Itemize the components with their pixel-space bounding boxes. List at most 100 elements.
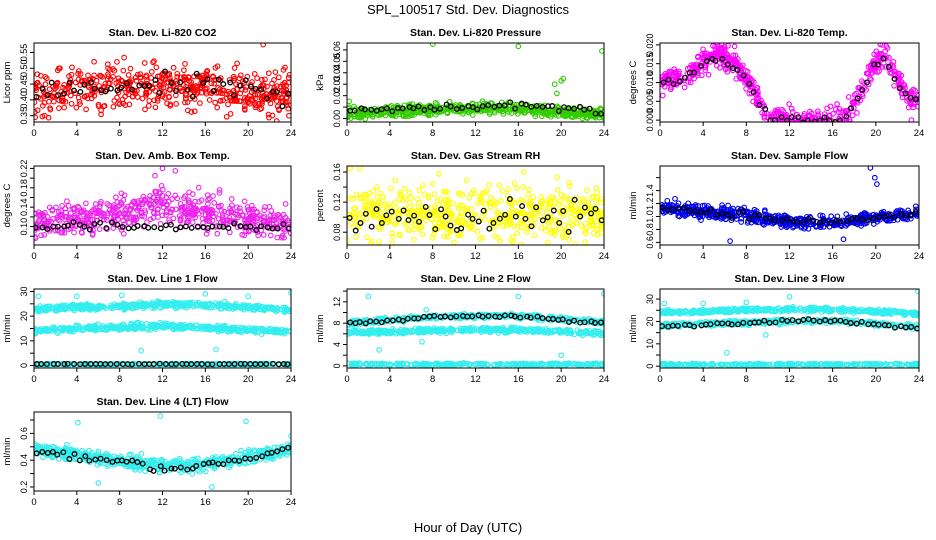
mean-point <box>357 220 364 226</box>
data-point <box>832 106 839 112</box>
data-point <box>185 197 192 203</box>
data-point <box>406 227 413 233</box>
data-point <box>695 54 701 61</box>
data-point <box>119 78 126 85</box>
mean-point <box>91 85 98 92</box>
data-point <box>60 326 67 332</box>
data-point <box>58 326 64 332</box>
data-point <box>96 226 103 232</box>
data-point <box>789 109 796 115</box>
data-point <box>273 118 280 122</box>
data-point <box>95 302 102 309</box>
data-point <box>401 185 408 192</box>
data-point <box>578 223 585 229</box>
mean-point <box>465 211 472 218</box>
mean-point <box>220 223 227 230</box>
data-point <box>55 306 62 312</box>
data-point <box>599 48 604 54</box>
mean-point <box>253 227 260 233</box>
figure-xlabel: Hour of Day (UTC) <box>414 520 522 535</box>
data-point <box>223 113 230 120</box>
mean-point <box>34 224 39 231</box>
data-point <box>817 212 823 219</box>
y-tick-label: 0.005 <box>645 90 655 113</box>
data-point <box>515 43 522 50</box>
mean-point <box>415 103 422 110</box>
data-point <box>741 212 747 219</box>
data-point <box>238 329 245 335</box>
data-point <box>864 70 871 77</box>
data-point <box>177 216 184 223</box>
plot-points <box>660 166 919 244</box>
data-point <box>479 234 486 241</box>
y-tick-label: 0.00 <box>332 110 342 128</box>
data-point <box>125 72 132 78</box>
mean-point <box>269 88 276 95</box>
data-point <box>116 327 123 333</box>
data-point <box>154 301 161 307</box>
mean-point <box>215 76 222 83</box>
data-point <box>264 304 271 311</box>
data-point <box>506 106 513 113</box>
data-point <box>415 208 422 215</box>
mean-point <box>38 361 45 367</box>
mean-point <box>361 106 368 113</box>
mean-point <box>237 82 244 89</box>
data-point <box>487 204 494 211</box>
data-point <box>523 225 530 232</box>
data-point <box>226 77 233 83</box>
data-point <box>169 321 176 328</box>
mean-point <box>859 86 866 93</box>
data-point <box>34 107 41 114</box>
x-tick-label: 12 <box>470 251 481 262</box>
data-point <box>762 211 769 218</box>
mean-point <box>506 196 513 202</box>
data-point <box>58 361 64 368</box>
mean-point <box>263 95 270 102</box>
data-point <box>406 209 412 216</box>
mean-point <box>805 215 812 222</box>
data-point <box>567 220 573 226</box>
mean-point <box>431 106 438 113</box>
data-point <box>554 174 561 181</box>
data-point <box>197 74 204 81</box>
data-point <box>738 219 745 225</box>
data-point <box>264 83 270 90</box>
data-point <box>422 217 429 224</box>
data-point <box>127 205 134 212</box>
data-point <box>817 123 822 128</box>
mean-point <box>660 79 667 86</box>
x-tick-label: 20 <box>871 128 882 139</box>
data-point <box>552 217 558 224</box>
data-point <box>408 194 414 201</box>
data-point <box>462 207 469 214</box>
mean-point <box>146 82 153 89</box>
data-point <box>73 104 80 111</box>
mean-point <box>854 95 861 102</box>
mean-point <box>665 76 672 83</box>
y-tick-label: 0.22 <box>19 160 29 178</box>
data-point <box>683 211 690 218</box>
data-point <box>234 60 240 67</box>
x-tick-label: 4 <box>701 251 706 262</box>
mean-point <box>102 361 109 368</box>
mean-point <box>383 212 390 219</box>
data-point <box>838 124 843 129</box>
data-point <box>839 117 846 122</box>
data-point <box>150 59 156 66</box>
data-point <box>490 217 497 224</box>
plot-points <box>347 43 604 122</box>
data-point <box>46 328 52 334</box>
data-point <box>242 97 249 104</box>
data-point <box>66 303 72 310</box>
data-point <box>191 108 198 115</box>
mean-point <box>458 225 465 232</box>
data-point <box>43 328 50 334</box>
data-point <box>664 197 671 204</box>
data-point <box>215 302 222 309</box>
data-point <box>276 107 282 114</box>
data-point <box>44 219 51 226</box>
data-point <box>63 213 69 220</box>
data-point <box>220 97 226 104</box>
